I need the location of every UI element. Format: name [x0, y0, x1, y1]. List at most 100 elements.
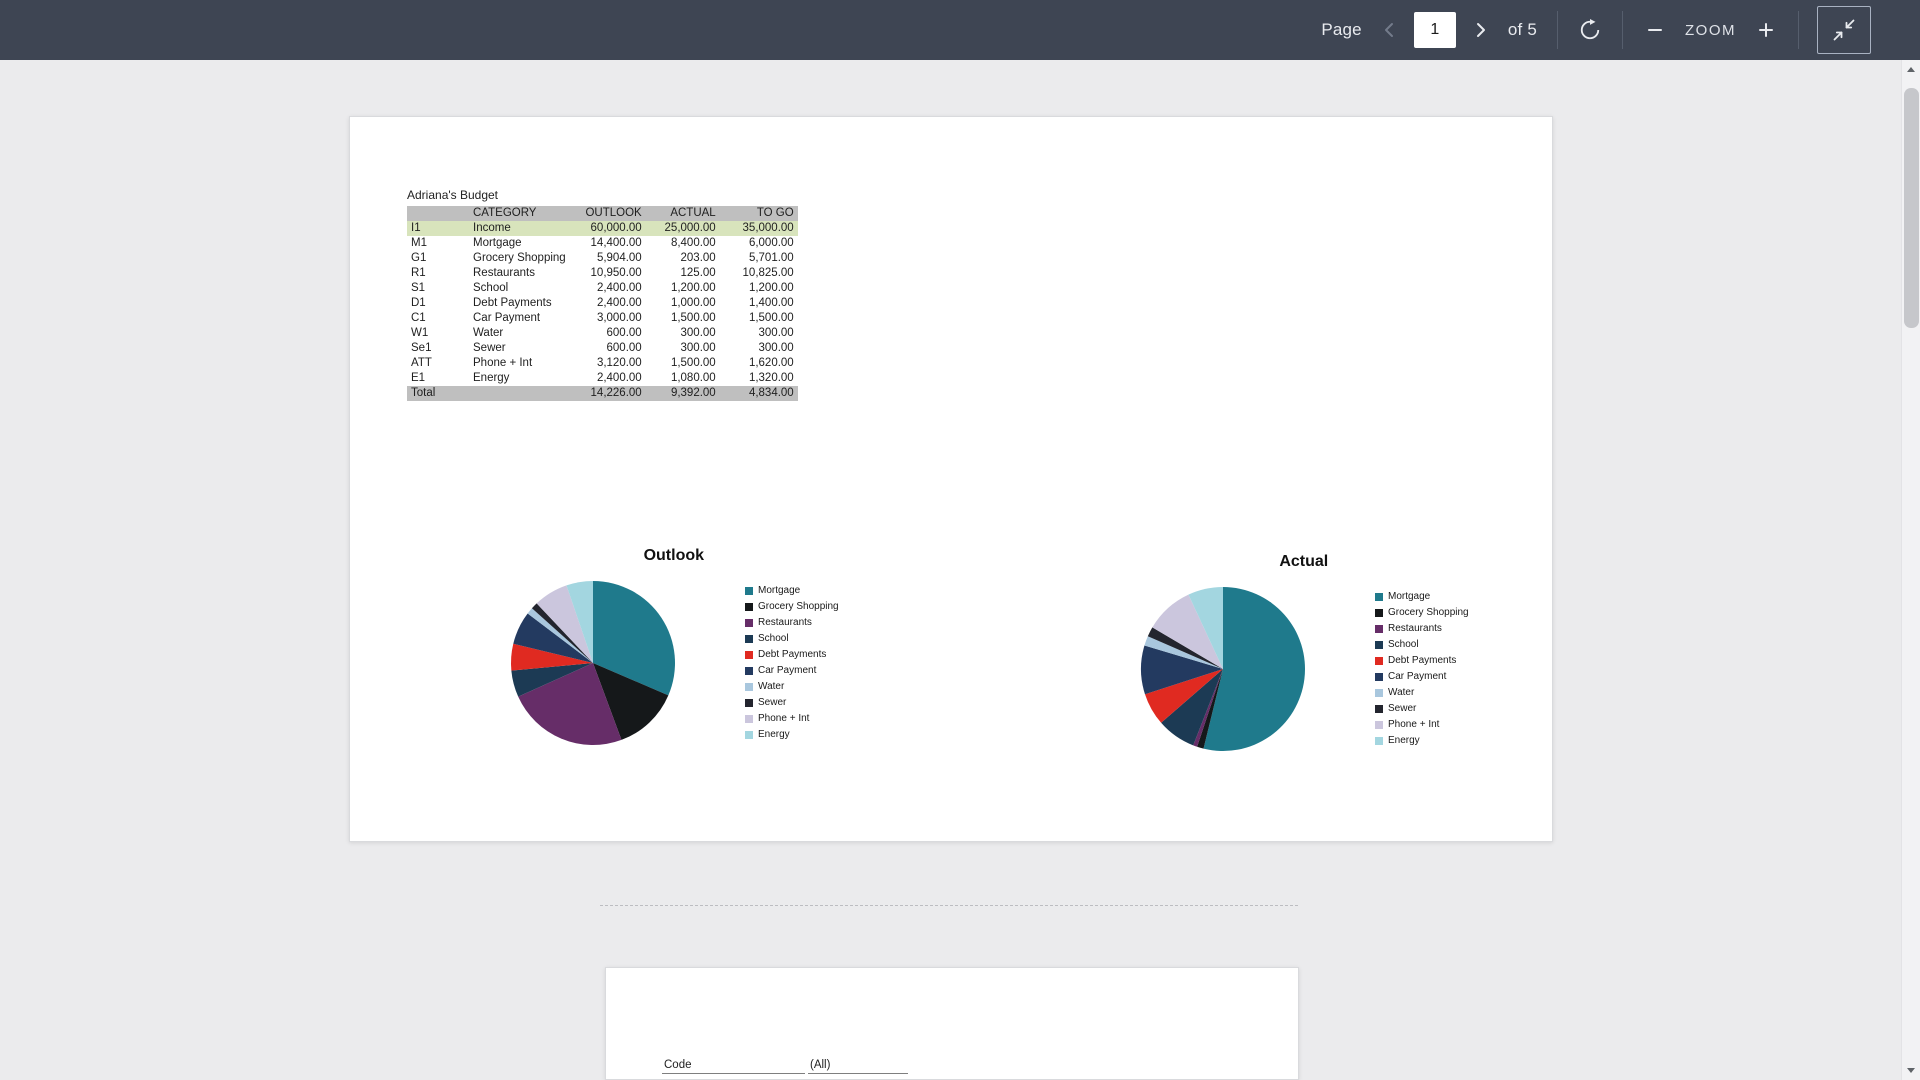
legend-label: Restaurants [1388, 623, 1442, 634]
table-cell: 203.00 [680, 252, 716, 264]
legend-swatch [1375, 657, 1383, 665]
table-cell: 14,400.00 [590, 237, 642, 249]
table-row: ATT Phone + Int 3,120.00 1,500.00 1,620.00 [407, 356, 798, 371]
scroll-down-button[interactable] [1902, 1061, 1920, 1080]
zoom-in-button[interactable] [1748, 12, 1784, 48]
legend-label: Sewer [758, 697, 787, 708]
legend-item: Sewer [1375, 703, 1469, 715]
table-cell: 300.00 [758, 327, 794, 339]
legend-label: Car Payment [758, 665, 817, 676]
vertical-scrollbar[interactable] [1901, 60, 1920, 1080]
zoom-out-button[interactable] [1637, 12, 1673, 48]
table-cell: 14,226.00 [569, 386, 646, 401]
page-break-divider [600, 905, 1298, 906]
table-cell [407, 206, 469, 221]
legend-label: Mortgage [758, 585, 801, 596]
legend-label: Restaurants [758, 617, 812, 628]
outlook-pie-chart: Outlook Mortgage Grocery Shopping Restaura… [509, 547, 839, 747]
table-cell: TO GO [719, 206, 798, 221]
table-cell: 300.00 [680, 327, 716, 339]
table-cell: M1 [411, 237, 427, 249]
table-row: M1 Mortgage 14,400.00 8,400.00 6,000.00 [407, 236, 798, 251]
legend-label: School [758, 633, 789, 644]
table-cell: 300.00 [680, 342, 716, 354]
next-page-button[interactable] [1462, 12, 1498, 48]
table-cell: E1 [411, 372, 426, 384]
page-number-input[interactable] [1413, 12, 1456, 48]
table-cell: ATT [411, 357, 432, 369]
legend-swatch [1375, 609, 1383, 617]
legend-swatch [745, 667, 753, 675]
viewer-toolbar: Page of 5 ZOOM [0, 0, 1920, 60]
table-cell: CATEGORY [469, 206, 570, 221]
table-cell: 60,000.00 [569, 221, 646, 236]
table-row: Se1 Sewer 600.00 300.00 300.00 [407, 341, 798, 356]
pie-slice [1144, 669, 1223, 723]
pie-slice [527, 608, 593, 663]
table-cell: 9,392.00 [645, 386, 720, 401]
table-cell: 1,080.00 [670, 372, 716, 384]
legend-item: Mortgage [1375, 591, 1469, 603]
legend-swatch [1375, 689, 1383, 697]
table-cell: Se1 [411, 342, 432, 354]
rotate-button[interactable] [1572, 12, 1608, 48]
legend-swatch [745, 635, 753, 643]
table-cell: 1,500.00 [670, 312, 716, 324]
legend-swatch [745, 699, 753, 707]
toolbar-divider [1622, 11, 1623, 49]
legend-item: Grocery Shopping [1375, 607, 1469, 619]
pie-slice [518, 663, 622, 746]
pie-slice [593, 581, 675, 696]
table-cell: ACTUAL [645, 206, 720, 221]
scrollbar-thumb[interactable] [1904, 88, 1919, 328]
plus-icon [1759, 23, 1773, 37]
chevron-left-icon [1384, 23, 1393, 37]
table-cell: 1,500.00 [670, 357, 716, 369]
table-cell: 35,000.00 [719, 221, 798, 236]
table-cell: 300.00 [758, 342, 794, 354]
page-label: Page [1321, 20, 1362, 39]
legend-item: Mortgage [745, 585, 839, 597]
document-page-2: Code (All) [605, 967, 1299, 1080]
fit-to-screen-button[interactable] [1817, 6, 1871, 54]
table-row: W1 Water 600.00 300.00 300.00 [407, 326, 798, 341]
legend-label: Phone + Int [1388, 719, 1440, 730]
legend-swatch [1375, 705, 1383, 713]
legend-label: Water [758, 681, 785, 692]
outlook-chart-title: Outlook [643, 547, 705, 564]
table-cell: 600.00 [606, 342, 642, 354]
table-cell: Mortgage [473, 237, 522, 249]
table-cell: 1,200.00 [748, 282, 794, 294]
table-row: C1 Car Payment 3,000.00 1,500.00 1,500.00 [407, 311, 798, 326]
previous-page-button[interactable] [1372, 12, 1408, 48]
scroll-up-button[interactable] [1902, 60, 1920, 79]
legend-swatch [745, 715, 753, 723]
triangle-up-icon [1907, 67, 1915, 72]
actual-pie-chart: Actual Mortgage Grocery Shopping Restauran… [1139, 553, 1469, 753]
legend-swatch [745, 587, 753, 595]
table-cell: Total [407, 386, 469, 401]
actual-legend: Mortgage Grocery Shopping Restaurants Schoo… [1375, 591, 1469, 747]
actual-chart-title: Actual [1279, 553, 1329, 570]
legend-item: Energy [1375, 735, 1469, 747]
legend-label: Grocery Shopping [758, 601, 839, 612]
table-row: R1 Restaurants 10,950.00 125.00 10,825.00 [407, 266, 798, 281]
pie-slice [1141, 645, 1223, 695]
legend-label: Energy [1388, 735, 1420, 746]
table-cell: Phone + Int [473, 357, 533, 369]
table-cell: 6,000.00 [748, 237, 794, 249]
legend-item: Debt Payments [1375, 655, 1469, 667]
table-cell: Sewer [473, 342, 506, 354]
pie-slice [1147, 627, 1223, 669]
legend-item: Energy [745, 729, 839, 741]
legend-item: Debt Payments [745, 649, 839, 661]
table-cell: C1 [411, 312, 426, 324]
table-cell: 10,825.00 [742, 267, 794, 279]
pie-slice [510, 643, 593, 671]
table-row: E1 Energy 2,400.00 1,080.00 1,320.00 [407, 371, 798, 386]
table-row: I1 Income 60,000.00 25,000.00 35,000.00 [407, 221, 798, 236]
rotate-icon [1580, 19, 1600, 40]
legend-item: Water [745, 681, 839, 693]
legend-swatch [745, 731, 753, 739]
legend-swatch [1375, 625, 1383, 633]
